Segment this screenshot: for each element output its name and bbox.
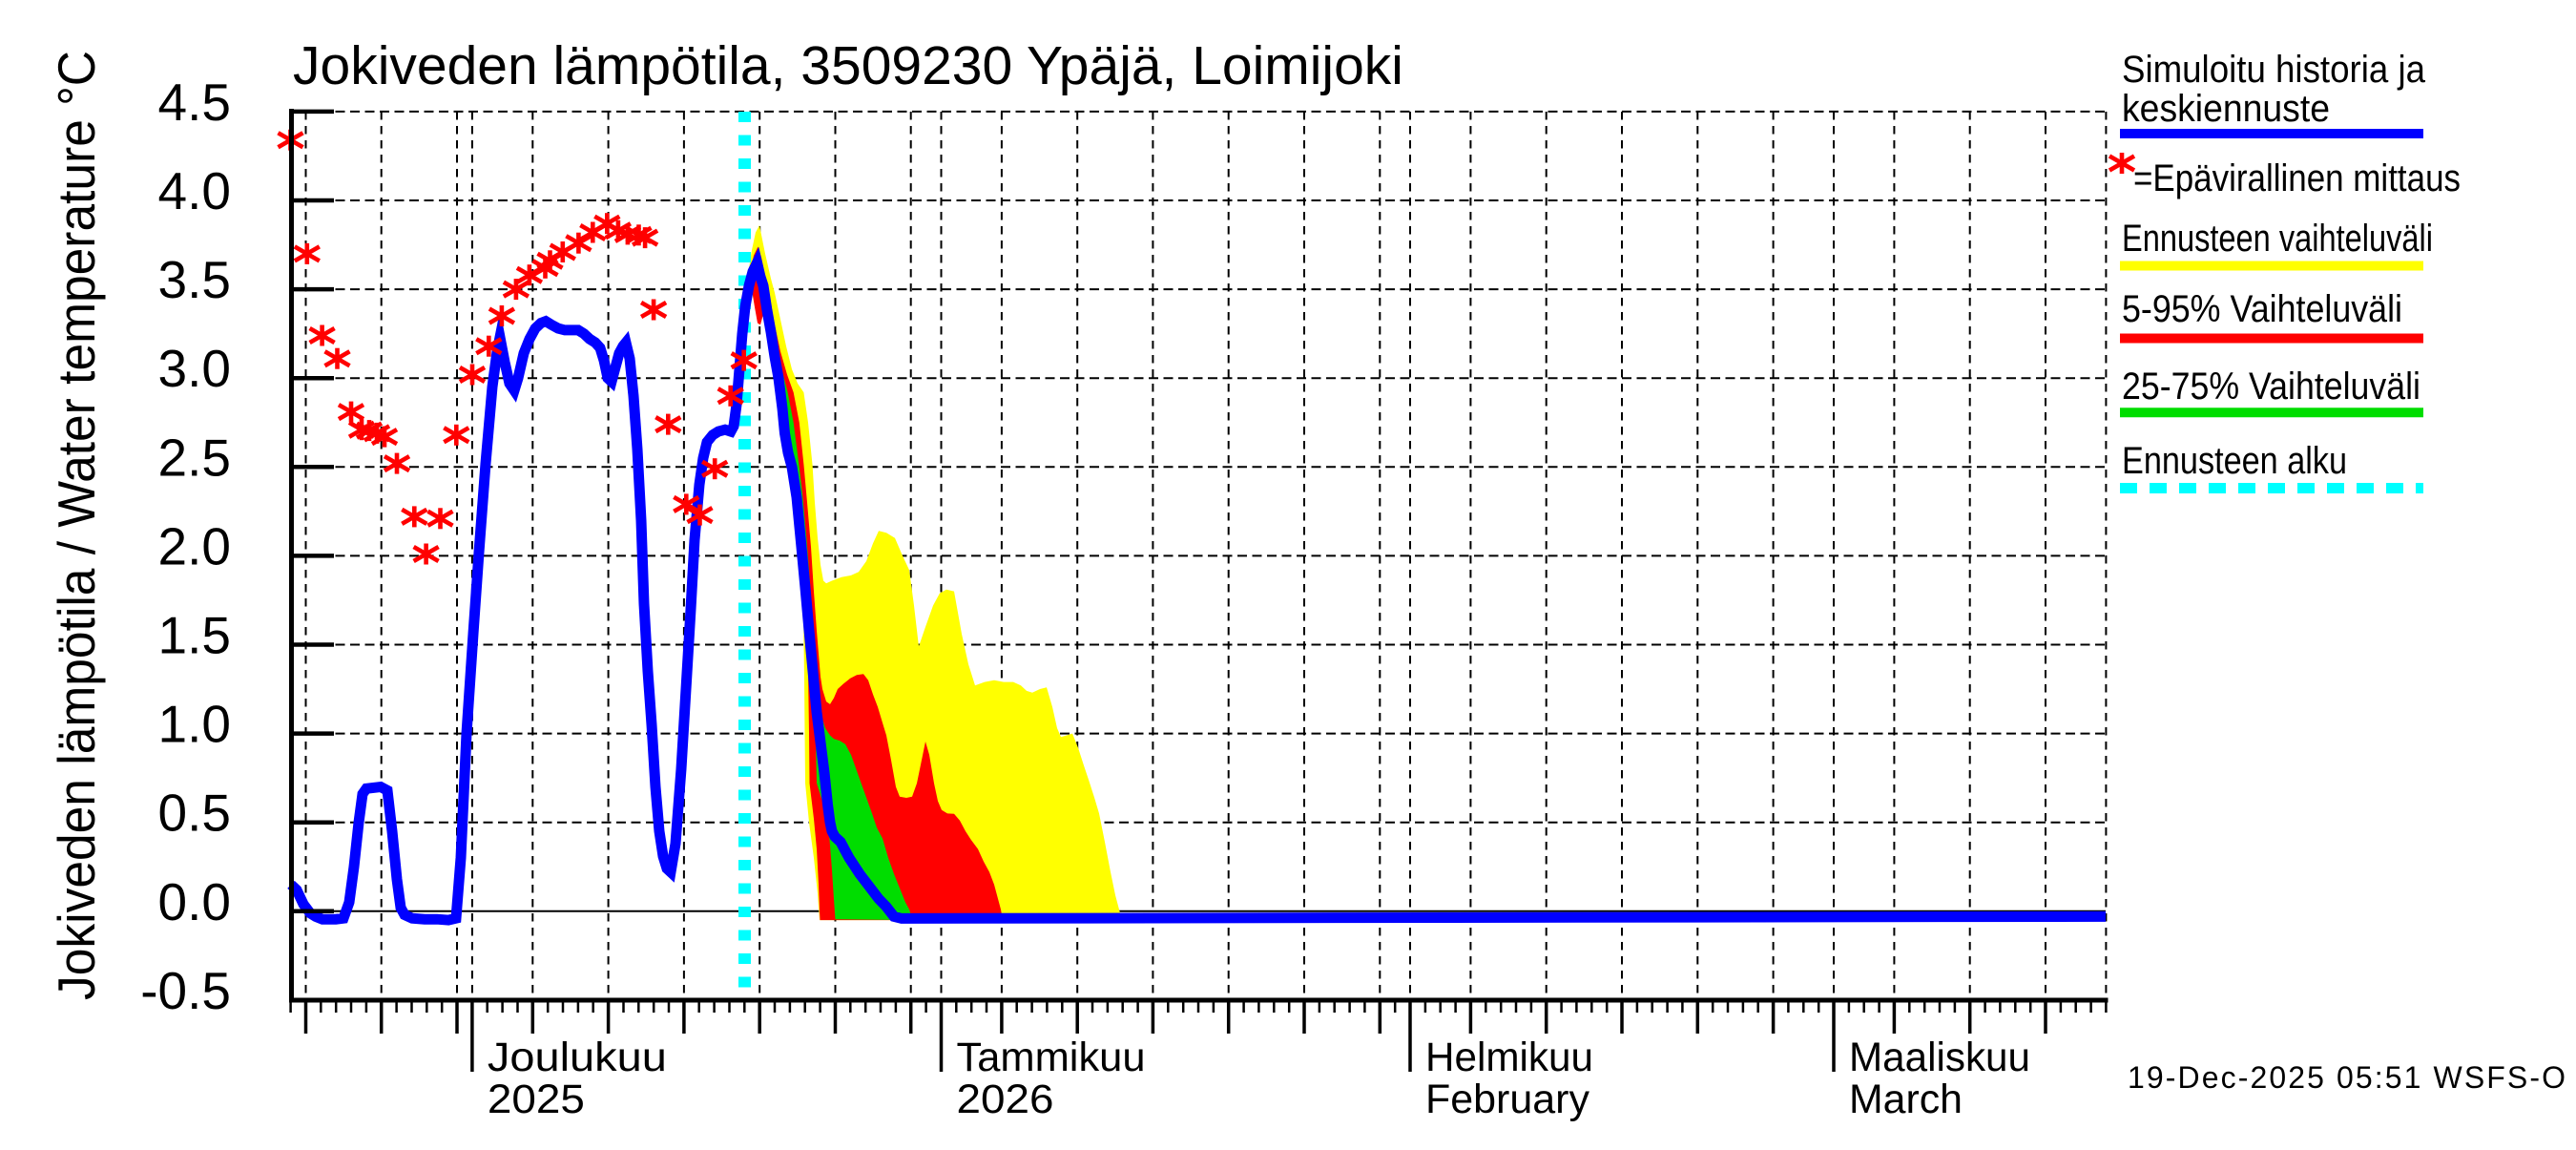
svg-text:Tammikuu: Tammikuu	[957, 1035, 1146, 1080]
svg-text:3.0: 3.0	[158, 339, 231, 398]
svg-text:-0.5: -0.5	[140, 961, 231, 1020]
svg-text:March: March	[1849, 1077, 1963, 1122]
svg-text:Joulukuu: Joulukuu	[488, 1035, 667, 1080]
svg-text:2025: 2025	[488, 1077, 585, 1122]
svg-text:1.5: 1.5	[158, 606, 231, 665]
svg-text:5-95% Vaihteluväli: 5-95% Vaihteluväli	[2122, 288, 2402, 330]
svg-text:1.0: 1.0	[158, 695, 231, 754]
svg-text:Maaliskuu: Maaliskuu	[1849, 1035, 2030, 1080]
svg-text:Ennusteen alku: Ennusteen alku	[2122, 440, 2347, 482]
svg-text:2.5: 2.5	[158, 428, 231, 487]
svg-text:4.5: 4.5	[158, 73, 231, 132]
svg-text:2026: 2026	[957, 1077, 1054, 1122]
svg-text:=Epävirallinen mittaus: =Epävirallinen mittaus	[2133, 157, 2461, 199]
svg-text:0.5: 0.5	[158, 784, 231, 843]
svg-text:Jokiveden lämpötila / Water te: Jokiveden lämpötila / Water temperature …	[47, 51, 106, 1000]
svg-text:February: February	[1425, 1077, 1589, 1122]
svg-text:0.0: 0.0	[158, 872, 231, 931]
svg-text:Jokiveden lämpötila, 3509230 Y: Jokiveden lämpötila, 3509230 Ypäjä, Loim…	[293, 35, 1403, 96]
svg-text:Ennusteen vaihteluväli: Ennusteen vaihteluväli	[2122, 218, 2433, 260]
svg-text:4.0: 4.0	[158, 161, 231, 220]
svg-text:Helmikuu: Helmikuu	[1425, 1035, 1593, 1080]
svg-text:2.0: 2.0	[158, 516, 231, 575]
svg-text:3.5: 3.5	[158, 250, 231, 309]
svg-text:Simuloitu historia ja: Simuloitu historia ja	[2122, 49, 2426, 91]
svg-text:keskiennuste: keskiennuste	[2122, 88, 2330, 130]
svg-text:25-75% Vaihteluväli: 25-75% Vaihteluväli	[2122, 366, 2420, 408]
svg-text:19-Dec-2025 05:51 WSFS-O: 19-Dec-2025 05:51 WSFS-O	[2128, 1060, 2566, 1095]
